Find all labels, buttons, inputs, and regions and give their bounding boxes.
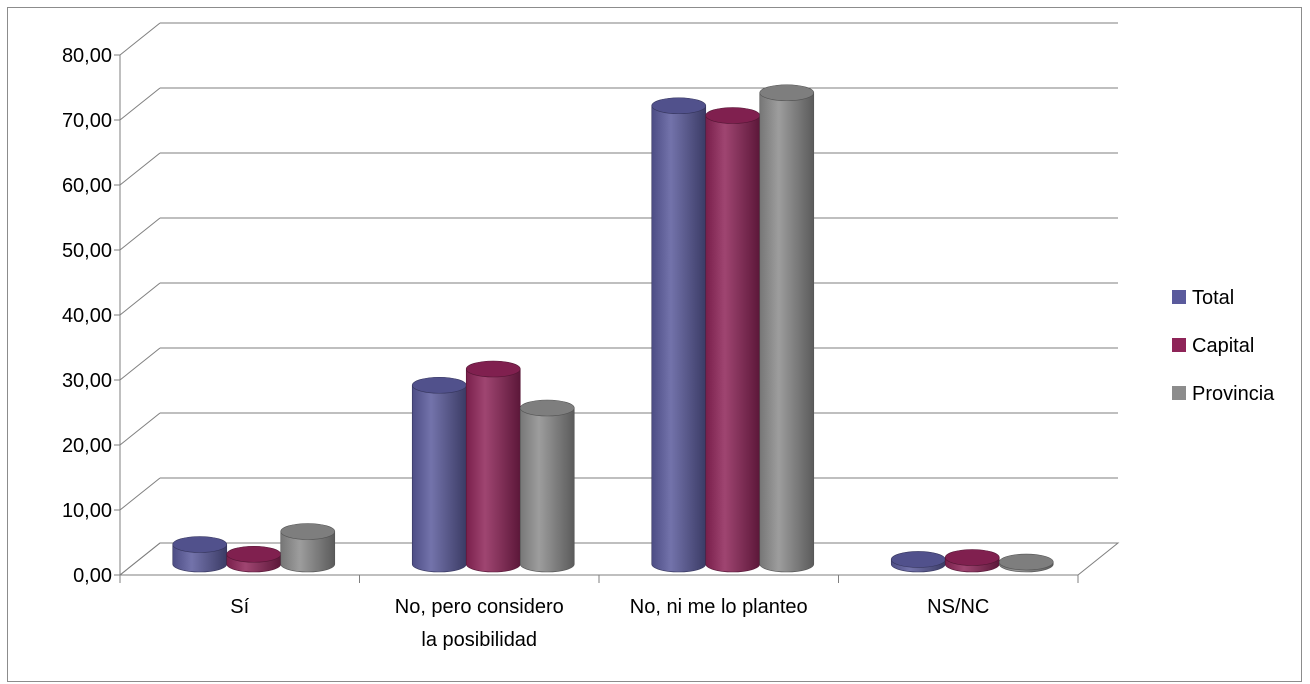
bar-body [280, 531, 336, 573]
legend-item: Total [1172, 287, 1234, 309]
bar-top [759, 84, 815, 102]
x-tick-label: No, pero considero [395, 596, 564, 618]
y-tick-label: 10,00 [62, 500, 112, 522]
gridline-depth [119, 477, 161, 511]
bar [172, 536, 228, 573]
gridline-depth [119, 412, 161, 446]
bar [651, 97, 707, 573]
x-tick-label: Sí [230, 596, 249, 618]
gridline-depth [119, 87, 161, 121]
bar-body [465, 368, 521, 573]
bars [172, 84, 1054, 573]
bar-body [759, 92, 815, 573]
y-tick-label: 60,00 [62, 175, 112, 197]
legend-swatch [1172, 386, 1186, 400]
y-tick-label: 70,00 [62, 110, 112, 132]
bar [998, 553, 1054, 573]
bar-top [651, 97, 707, 115]
y-tick-label: 40,00 [62, 305, 112, 327]
bar [411, 376, 467, 573]
x-tick-label: NS/NC [927, 596, 989, 618]
bar-top [944, 549, 1000, 566]
bar-body [411, 384, 467, 573]
bar [759, 84, 815, 573]
bar-body [519, 407, 575, 573]
bar-body [651, 105, 707, 573]
bar-top [226, 545, 282, 563]
chart-floor [118, 542, 1120, 576]
bar-top [172, 536, 228, 553]
bar-body [705, 115, 761, 573]
gridline-depth [119, 22, 161, 56]
legend-label: Total [1192, 287, 1234, 309]
bar-top [280, 523, 336, 540]
bar [226, 545, 282, 573]
legend-swatch [1172, 290, 1186, 304]
y-tick-label: 0,00 [73, 565, 112, 587]
y-tick-label: 50,00 [62, 240, 112, 262]
gridline-depth [119, 347, 161, 381]
bar [280, 523, 336, 573]
bar-top [465, 360, 521, 378]
y-tick-label: 80,00 [62, 45, 112, 67]
bar-top [519, 399, 575, 417]
legend-item: Provincia [1172, 383, 1275, 405]
x-tick-label: la posibilidad [421, 629, 537, 651]
bar-top [998, 553, 1054, 571]
x-tick-label: No, ni me lo planteo [630, 596, 808, 618]
bar [705, 107, 761, 573]
axes [114, 54, 1120, 583]
legend-item: Capital [1172, 335, 1254, 357]
bar-top [890, 551, 946, 568]
y-tick-label: 20,00 [62, 435, 112, 457]
gridline-depth [119, 152, 161, 186]
legend-label: Provincia [1192, 383, 1275, 405]
gridline-depth [119, 282, 161, 316]
legend-swatch [1172, 338, 1186, 352]
bar-top [411, 376, 467, 394]
gridline-depth [119, 217, 161, 251]
bar [944, 549, 1000, 573]
legend-label: Capital [1192, 335, 1254, 357]
legend: Total Capital Provincia [1172, 287, 1275, 405]
y-tick-label: 30,00 [62, 370, 112, 392]
bar [519, 399, 575, 573]
bar [890, 551, 946, 573]
bar [465, 360, 521, 573]
labels: 0,00 10,00 20,00 30,00 40,00 50,00 60,00 70,00 8… [62, 45, 989, 651]
bar-top [705, 107, 761, 124]
